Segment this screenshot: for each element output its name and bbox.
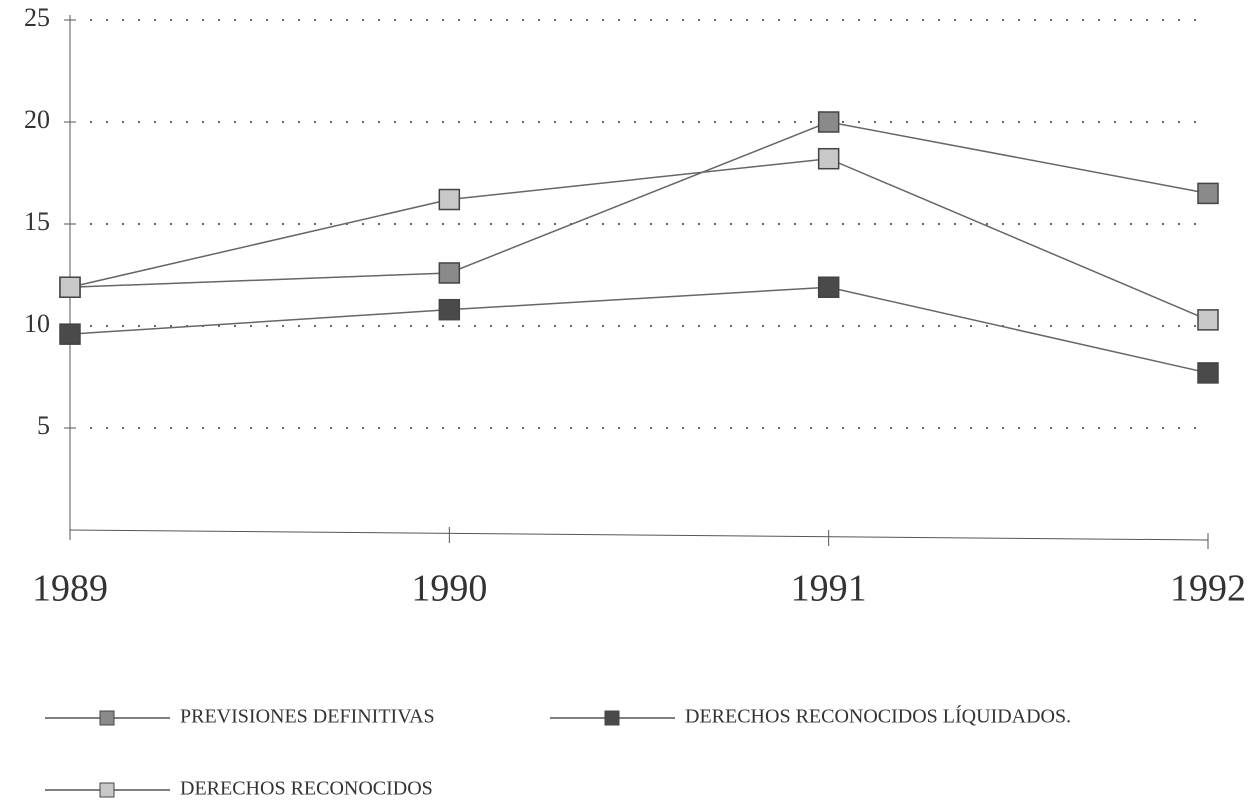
y-tick-label: 20: [24, 105, 50, 134]
legend-swatch: [604, 710, 620, 726]
x-axis: [69, 529, 1209, 541]
point: [438, 262, 461, 284]
legend-label: DERECHOS RECONOCIDOS LÍQUIDADOS.: [685, 705, 1071, 728]
y-tick-label: 15: [24, 207, 50, 236]
series-line: [69, 121, 1209, 288]
series-line: [69, 286, 1209, 374]
point: [438, 298, 461, 321]
point: [59, 276, 81, 298]
y-tick-label: 25: [24, 3, 50, 32]
series-line: [69, 157, 1209, 321]
legend-label: PREVISIONES DEFINITIVAS: [180, 706, 435, 728]
point: [438, 188, 461, 211]
x-tick-label: 1990: [411, 568, 487, 610]
legend-label: DERECHOS RECONOCIDOS: [180, 778, 433, 800]
point: [817, 111, 840, 133]
point: [1197, 309, 1219, 331]
x-tick-label: 1991: [791, 568, 867, 610]
x-tick-label: 1992: [1170, 568, 1246, 610]
point: [59, 323, 81, 345]
legend-swatch: [99, 710, 115, 726]
legend-swatch: [99, 782, 115, 798]
point: [817, 276, 840, 298]
x-tick-label: 1989: [32, 568, 108, 610]
y-tick-label: 5: [37, 411, 50, 440]
y-tick-label: 10: [24, 309, 50, 338]
point: [1197, 182, 1219, 205]
point: [1197, 362, 1219, 384]
point: [817, 147, 840, 170]
